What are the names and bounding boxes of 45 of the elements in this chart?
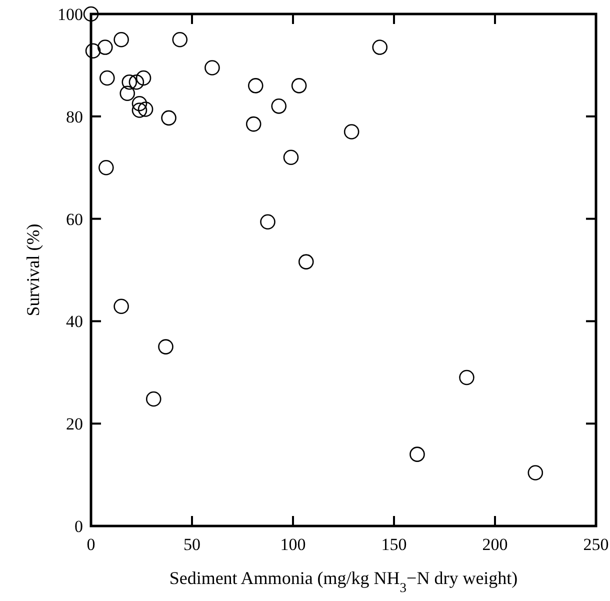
point [260,214,276,230]
point [271,98,287,114]
y-tick-label: 20 [66,414,83,434]
point [372,40,388,55]
point [83,6,99,22]
point [122,74,138,90]
x-tick-label: 0 [86,535,96,554]
y-tick-label: 60 [66,210,83,229]
x-tick-label: 100 [280,535,306,554]
point [459,370,474,386]
point [146,391,162,407]
point [128,74,144,90]
y-tick-label: 100 [58,5,83,24]
point [85,43,101,58]
point [138,102,154,117]
point [283,150,299,165]
point [298,254,314,270]
point [291,78,307,94]
x-tick-label: 200 [482,535,508,554]
point [132,96,148,112]
point [528,465,544,480]
point [114,32,129,48]
x-tick-label: 50 [184,535,200,554]
point [158,339,174,354]
point [114,298,129,314]
point [204,60,220,76]
x-tick-label: 250 [583,535,609,554]
point [100,70,115,86]
point [410,446,425,462]
point [248,78,264,94]
y-tick-label: 40 [66,312,83,332]
y-axis-title: Survival (%) [23,224,43,316]
x-axis-title: Sediment Ammonia (mg/kg NH$_{3}$−N dry weight) [169,568,518,594]
point [344,124,360,140]
y-tick-label: 0 [74,517,83,536]
point [120,86,136,101]
x-tick-label: 150 [381,535,407,554]
point [172,32,188,48]
y-tick-label: 80 [66,107,83,126]
point [132,102,148,118]
point [98,160,114,176]
point [136,70,152,86]
point [246,116,262,132]
point [161,110,176,126]
point [97,40,113,55]
